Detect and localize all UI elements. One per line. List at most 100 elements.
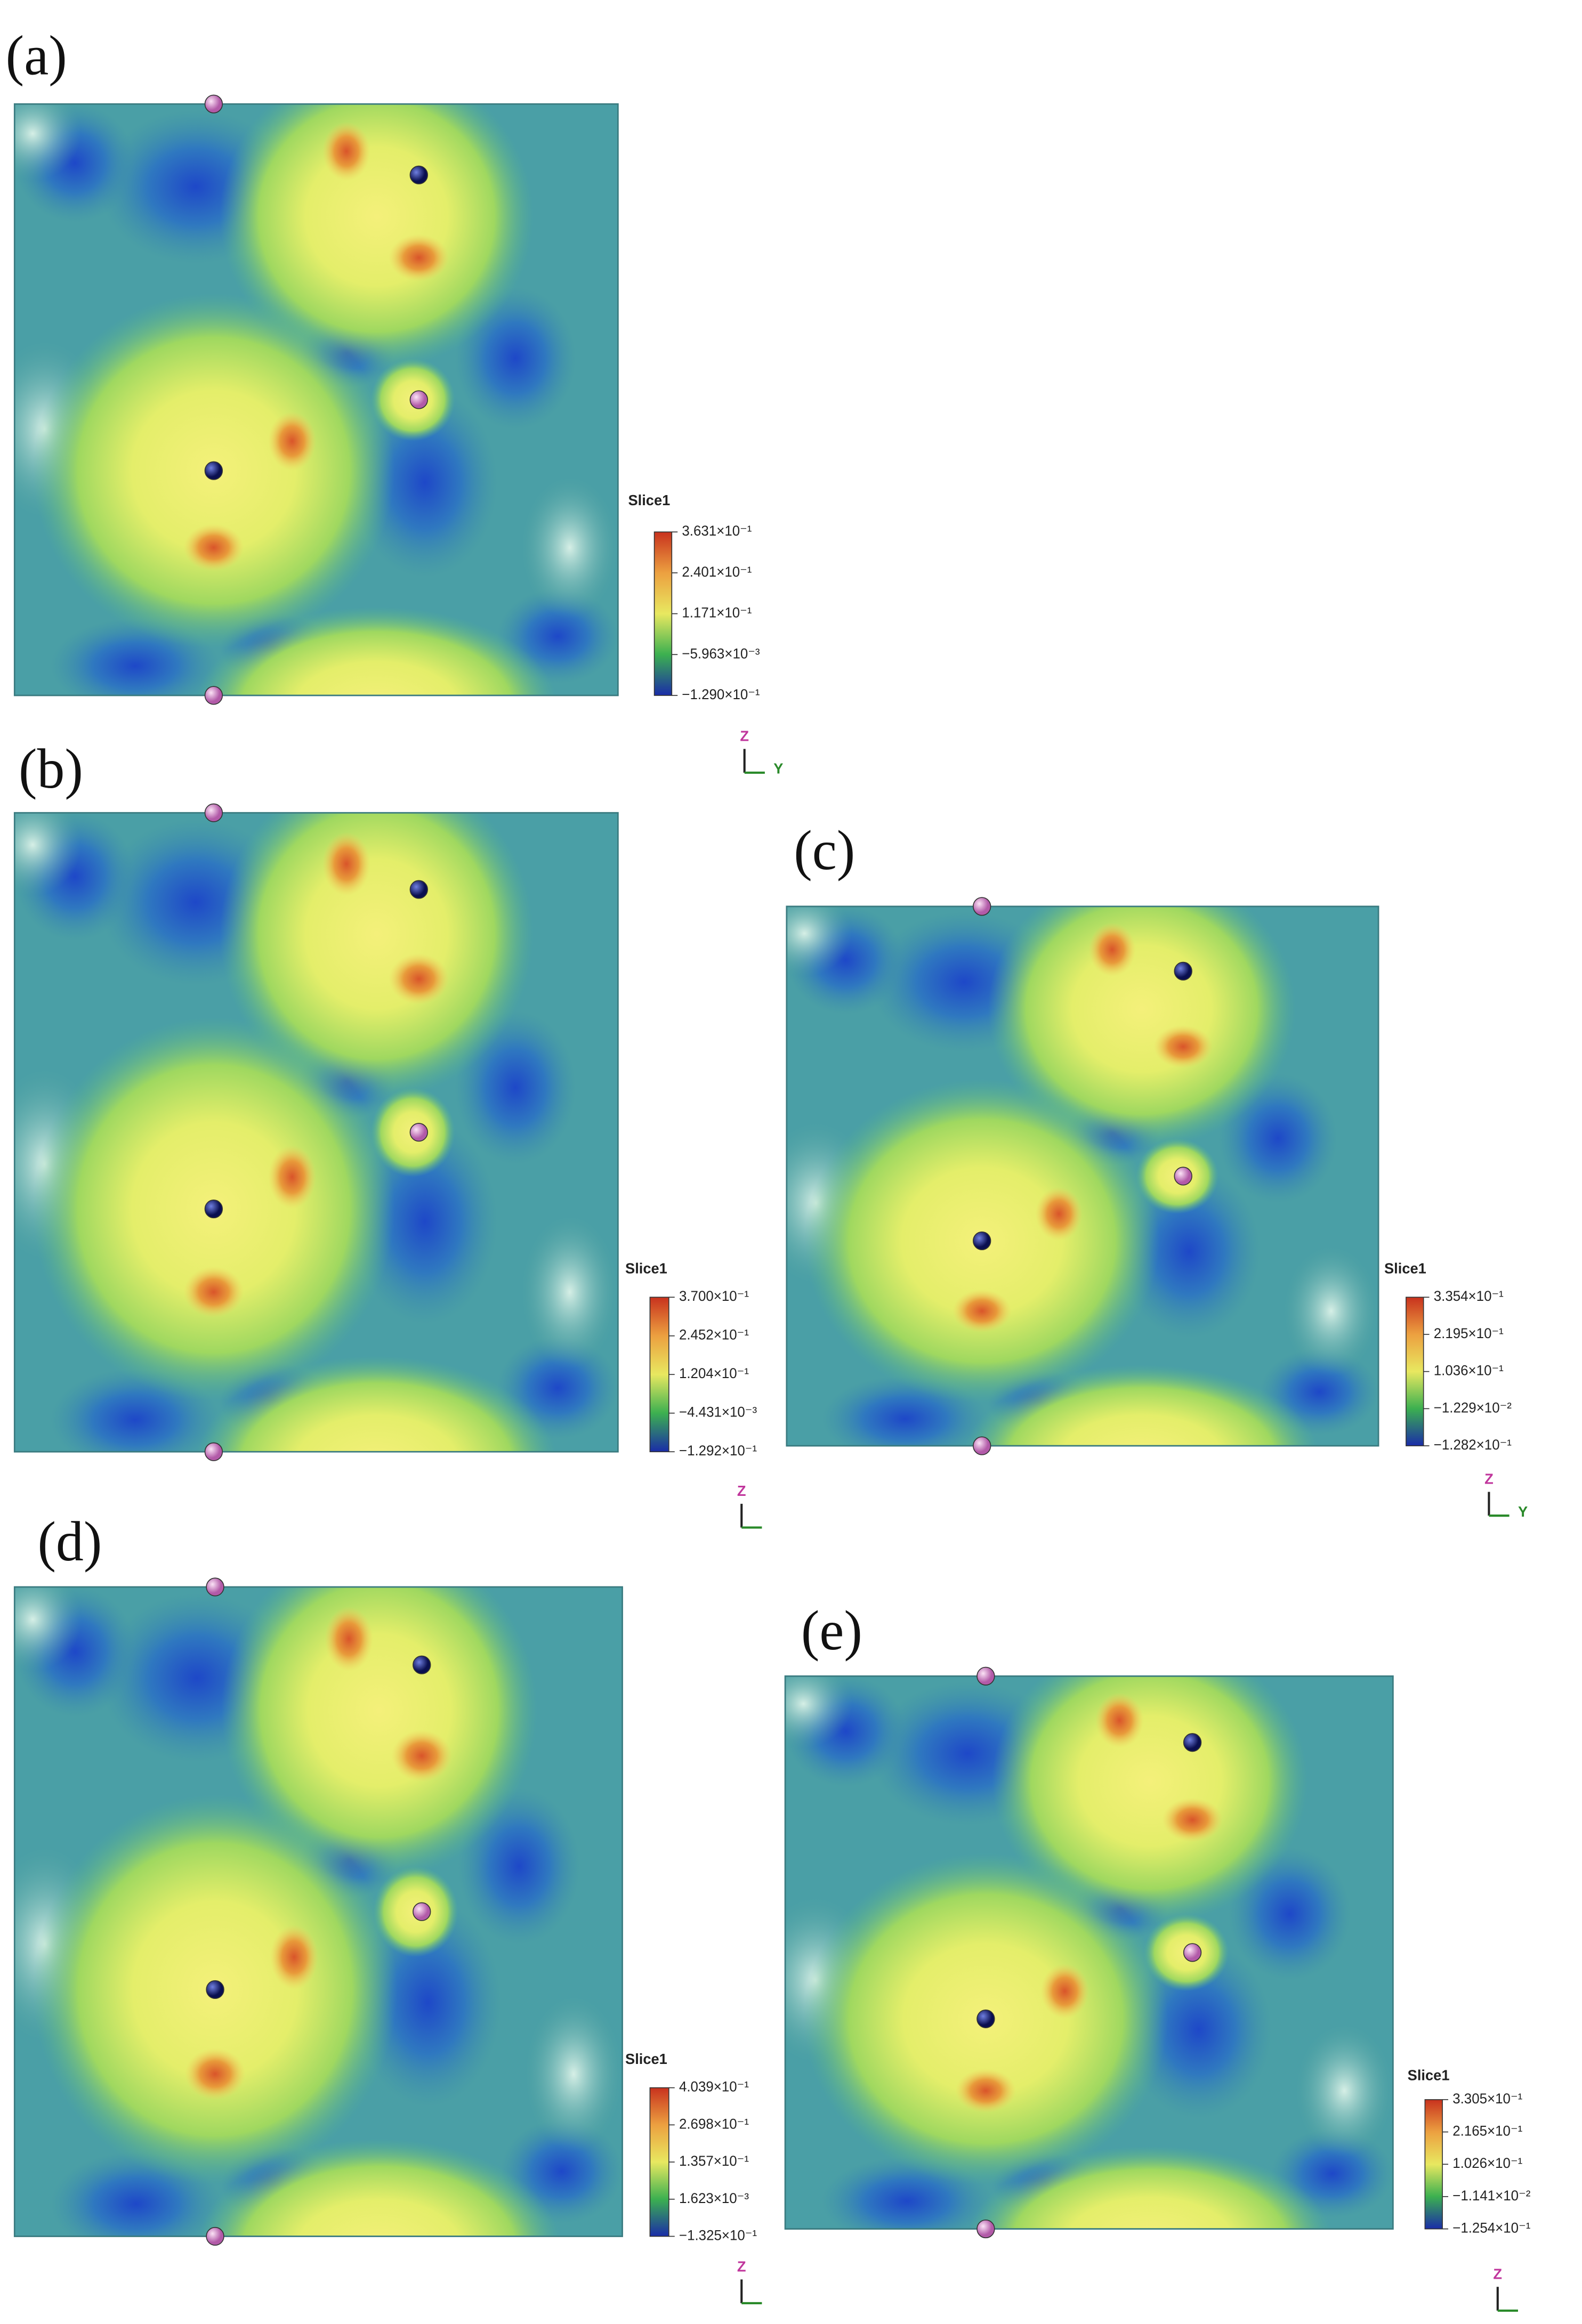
colorbar-tick-label: 2.452×10⁻¹ bbox=[679, 1326, 749, 1342]
atom bbox=[206, 1980, 224, 1999]
map-border bbox=[13, 812, 619, 1453]
atom bbox=[973, 1231, 991, 1251]
density-region bbox=[1162, 1797, 1223, 1842]
density-region bbox=[389, 953, 449, 1005]
axis-label: Z bbox=[740, 727, 749, 744]
axis-label: Z bbox=[737, 1483, 746, 1499]
density-region bbox=[1035, 1187, 1083, 1241]
atom bbox=[976, 2009, 995, 2028]
axis-label: Y bbox=[773, 760, 783, 776]
atom bbox=[973, 897, 991, 916]
colorbar-tick-label: 3.354×10⁻¹ bbox=[1434, 1288, 1504, 1304]
axis-label: Z bbox=[1484, 1470, 1494, 1487]
colorbar-tick-label: 2.698×10⁻¹ bbox=[679, 2116, 749, 2132]
atom bbox=[206, 2226, 224, 2246]
density-region bbox=[14, 104, 81, 181]
contour-map bbox=[786, 906, 1379, 1446]
atom bbox=[204, 686, 223, 705]
density-region bbox=[183, 1266, 244, 1318]
colorbar-tick-label: −1.141×10⁻² bbox=[1452, 2188, 1530, 2204]
atom bbox=[204, 1442, 223, 1461]
density-region bbox=[1295, 2024, 1393, 2157]
density-region bbox=[786, 906, 852, 977]
colorbar bbox=[1424, 2099, 1443, 2230]
panel: (d) Slice1 4.039×10⁻¹ 2.698×10⁻¹ 1.357×10⁻¹ 1… bbox=[13, 1510, 762, 2305]
contour-map bbox=[14, 813, 618, 1452]
map-border bbox=[13, 103, 619, 697]
density-region bbox=[184, 2048, 246, 2100]
density-region bbox=[991, 1676, 1308, 1925]
density-region bbox=[220, 813, 534, 1100]
atom bbox=[976, 1666, 995, 1686]
panel: (a) Slice1 3.631×10⁻¹ 2.401×10⁻¹ 1.171×10⁻¹ −… bbox=[6, 24, 784, 776]
density-region bbox=[1095, 1693, 1144, 1748]
density-region bbox=[391, 1730, 453, 1782]
colorbar-tick-label: 2.165×10⁻¹ bbox=[1452, 2123, 1522, 2139]
colorbar-tick-label: −1.290×10⁻¹ bbox=[682, 686, 760, 702]
density-region bbox=[968, 2146, 1331, 2229]
density-region bbox=[389, 234, 449, 282]
density-region bbox=[197, 606, 556, 695]
colorbar-title: Slice1 bbox=[625, 1260, 667, 1276]
colorbar-tick-label: 3.305×10⁻¹ bbox=[1452, 2091, 1522, 2107]
colorbar-title: Slice1 bbox=[1384, 1260, 1426, 1276]
density-region bbox=[14, 813, 81, 896]
colorbar bbox=[653, 531, 673, 696]
atom bbox=[204, 803, 223, 822]
atom bbox=[1183, 1733, 1202, 1752]
density-region bbox=[965, 1365, 1318, 1446]
density-region bbox=[322, 122, 371, 181]
axis-label: Z bbox=[737, 2258, 746, 2274]
colorbar-tick-label: −1.229×10⁻² bbox=[1434, 1399, 1512, 1415]
density-region bbox=[14, 1586, 82, 1672]
density-region bbox=[952, 1289, 1012, 1333]
atom bbox=[409, 165, 428, 184]
colorbar-tick-label: 1.036×10⁻¹ bbox=[1434, 1362, 1504, 1378]
map-border bbox=[784, 1675, 1394, 2230]
density-region bbox=[324, 1606, 374, 1672]
density-region bbox=[955, 2068, 1016, 2113]
density-region bbox=[221, 1586, 537, 1880]
density-region bbox=[525, 1996, 623, 2152]
colorbar-tick-label: −1.292×10⁻¹ bbox=[679, 1443, 757, 1459]
density-region bbox=[220, 104, 534, 370]
atom bbox=[1174, 1167, 1192, 1186]
atom bbox=[204, 1200, 223, 1219]
atom bbox=[409, 880, 428, 899]
colorbar-tick-label: 1.623×10⁻³ bbox=[679, 2190, 749, 2206]
density-region bbox=[1284, 1246, 1379, 1376]
colorbar-tick-label: −4.431×10⁻³ bbox=[679, 1404, 757, 1420]
panel-label: (a) bbox=[6, 24, 67, 86]
map-border bbox=[13, 1586, 623, 2237]
colorbar-tick-label: 1.204×10⁻¹ bbox=[679, 1365, 749, 1381]
atom bbox=[204, 461, 223, 480]
colorbar-title: Slice1 bbox=[1408, 2067, 1450, 2083]
density-region bbox=[198, 2139, 561, 2237]
colorbar-tick-label: −5.963×10⁻³ bbox=[682, 645, 760, 661]
colorbar-title: Slice1 bbox=[625, 2051, 667, 2067]
density-region bbox=[1153, 1025, 1213, 1068]
colorbar-tick-label: 4.039×10⁻¹ bbox=[679, 2078, 749, 2094]
density-region bbox=[1040, 1963, 1089, 2019]
density-region bbox=[988, 906, 1296, 1149]
density-region bbox=[521, 1215, 618, 1369]
density-region bbox=[270, 1924, 319, 1990]
colorbar bbox=[1406, 1297, 1424, 1446]
atom bbox=[206, 1577, 224, 1597]
density-region bbox=[785, 1676, 852, 1748]
atom bbox=[1174, 961, 1192, 981]
colorbar-tick-label: −1.282×10⁻¹ bbox=[1434, 1437, 1512, 1453]
colorbar-tick-label: 1.171×10⁻¹ bbox=[682, 604, 752, 620]
density-region bbox=[183, 524, 244, 571]
panel: (b) Slice1 3.700×10⁻¹ 2.452×10⁻¹ 1.204×10⁻¹ −… bbox=[13, 738, 762, 1529]
colorbar bbox=[649, 1297, 669, 1453]
atom bbox=[1183, 1943, 1202, 1962]
colorbar-tick-label: 3.700×10⁻¹ bbox=[679, 1288, 749, 1304]
colorbar-tick-label: 1.357×10⁻¹ bbox=[679, 2153, 749, 2169]
density-region bbox=[197, 1356, 556, 1452]
atom bbox=[409, 390, 428, 409]
density-region bbox=[268, 411, 317, 471]
